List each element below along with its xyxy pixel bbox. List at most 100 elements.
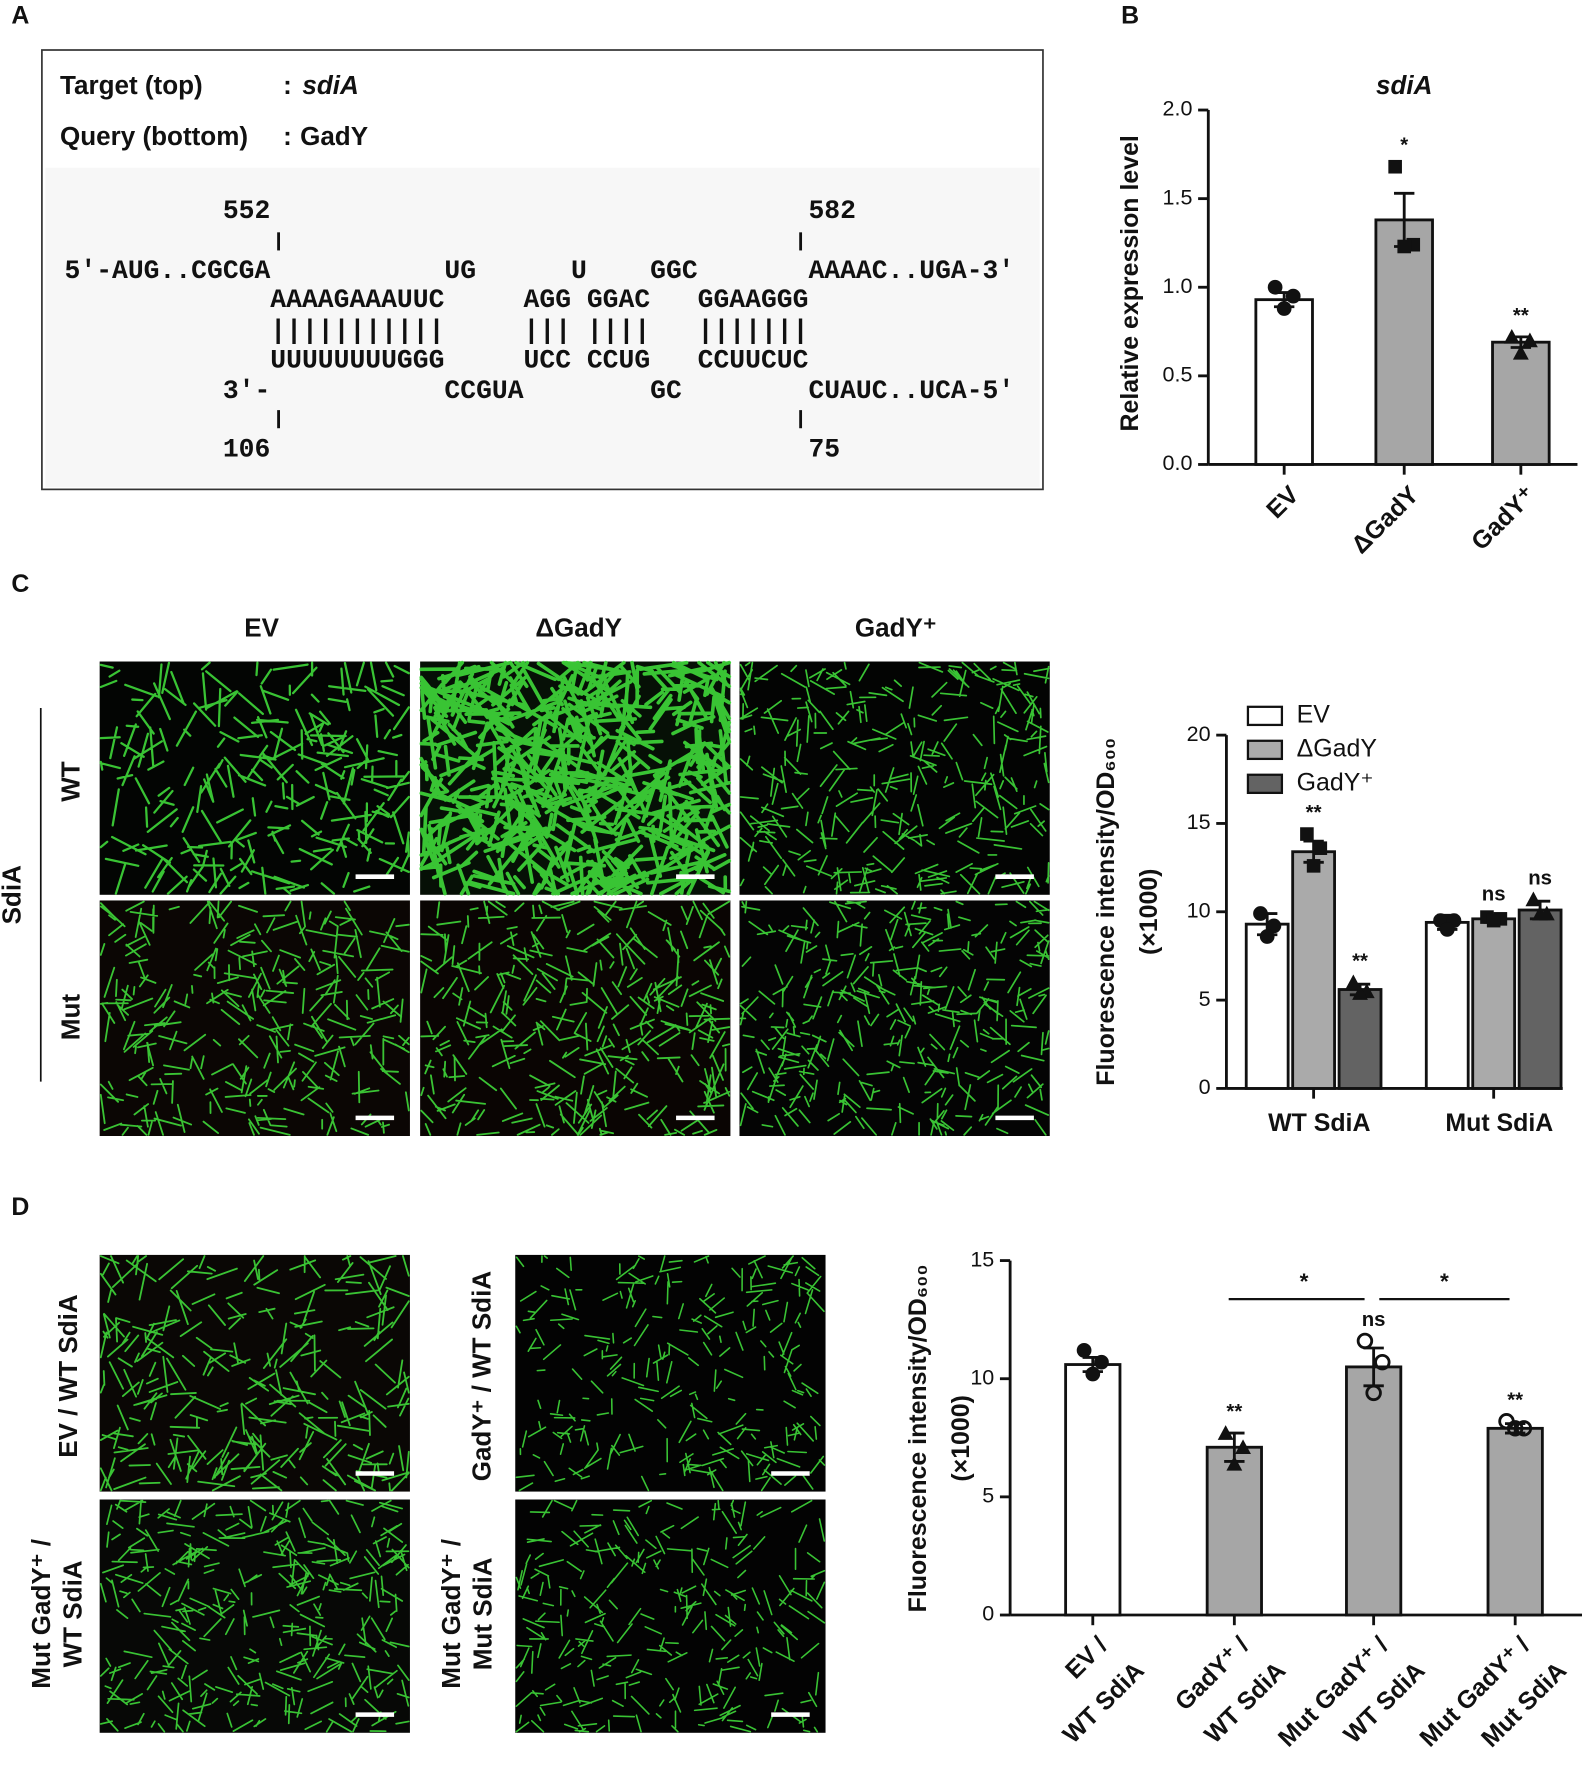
data-point — [1276, 301, 1292, 316]
data-point — [1235, 1439, 1251, 1455]
target-name: sdiA — [302, 70, 358, 100]
significance: ** — [1507, 1389, 1523, 1411]
alignment-box — [41, 49, 1044, 491]
y-tick-label: 0.0 — [1163, 451, 1193, 475]
fibers — [99, 1255, 410, 1492]
data-point — [1374, 1353, 1391, 1371]
y-tick-label: 5 — [982, 1484, 994, 1508]
panel-label: B — [1121, 2, 1139, 30]
legend-label: ΔGadY — [1297, 734, 1378, 762]
data-point — [1365, 1384, 1382, 1402]
comparison-label: * — [1300, 1269, 1309, 1294]
data-point — [1486, 913, 1501, 928]
y-axis-label: (×1000) — [1135, 869, 1163, 956]
significance: ** — [1513, 305, 1529, 327]
data-point — [1525, 891, 1542, 907]
y-axis-label: Fluorescence intensity/OD₆₀₀ — [1092, 738, 1120, 1086]
image-label: Mut GadY⁺ / — [436, 1539, 466, 1689]
fibers — [739, 661, 1050, 895]
data-point — [1512, 344, 1529, 360]
bar — [1064, 1363, 1122, 1617]
micrograph — [99, 661, 410, 895]
data-point — [1313, 841, 1328, 855]
data-point — [1439, 922, 1455, 937]
data-point — [1300, 827, 1314, 841]
bar — [1244, 922, 1290, 1090]
y-axis-label: (×1000) — [947, 1395, 975, 1482]
row-label: Mut — [55, 994, 85, 1041]
y-tick-label: 10 — [970, 1365, 994, 1389]
legend-label: EV — [1297, 700, 1331, 728]
data-point — [1267, 279, 1283, 295]
y-axis-label: Relative expression level — [1116, 135, 1144, 431]
data-point — [1094, 1354, 1109, 1370]
alignment-background — [45, 167, 1040, 488]
image-label: Mut GadY⁺ / — [26, 1539, 56, 1689]
significance: ns — [1482, 883, 1506, 905]
data-point — [1388, 159, 1402, 174]
y-axis-label: Fluorescence intensity/OD₆₀₀ — [904, 1264, 932, 1612]
y-tick-label: 0 — [1199, 1075, 1211, 1099]
x-tick-label: Mut SdiA — [1445, 1109, 1553, 1137]
data-point — [1266, 918, 1282, 934]
fibers — [515, 1499, 826, 1733]
bar — [1291, 850, 1336, 1090]
fibers — [99, 1499, 410, 1733]
data-point — [1356, 1332, 1374, 1350]
data-point — [1506, 1420, 1524, 1437]
micrograph — [515, 1254, 826, 1492]
panel-label: A — [11, 2, 29, 30]
bar — [1471, 917, 1517, 1090]
data-point — [1259, 929, 1275, 944]
data-point — [1076, 1343, 1092, 1358]
significance: ns — [1528, 867, 1552, 889]
column-label: GadY⁺ — [855, 613, 937, 643]
y-tick-label: 10 — [1187, 898, 1211, 922]
bar — [1345, 1365, 1403, 1617]
data-point — [1515, 1420, 1533, 1437]
micrograph — [515, 1499, 826, 1733]
data-point — [1285, 288, 1301, 304]
significance: ** — [1352, 950, 1368, 972]
significance: ** — [1226, 1401, 1242, 1423]
alignment-row: UUUUUUUUGGG UCC CCUG CCUUCUC — [65, 345, 809, 375]
legend-label: GadY⁺ — [1297, 768, 1374, 796]
legend-swatch — [1246, 739, 1284, 761]
alignment-row: ||||||||||| ||| |||| ||||||| — [65, 316, 809, 346]
alignment-row: AAAAGAAAUUC AGG GGAC GGAAGGG — [65, 285, 809, 315]
bar — [1491, 340, 1551, 466]
y-tick-label: 5 — [1199, 987, 1211, 1011]
alignment-row: 5'-AUG..CGCGA UG U GGC AAAAC..UGA-3' — [65, 256, 1015, 286]
data-point — [1226, 1455, 1243, 1471]
position-numbers: 552 582 — [65, 196, 856, 226]
y-tick-label: 0 — [982, 1602, 994, 1626]
panel-label: D — [11, 1193, 29, 1221]
y-tick-label: 1.0 — [1163, 274, 1193, 298]
data-point — [1253, 906, 1268, 921]
chart-title: sdiA — [1376, 70, 1432, 100]
separator: : — [283, 70, 292, 100]
bar — [1424, 920, 1470, 1090]
group-label: SdiA — [0, 865, 26, 924]
image-label: EV / WT SdiA — [53, 1294, 83, 1458]
data-point — [1352, 985, 1368, 1000]
query-label: Query (bottom) — [60, 121, 248, 151]
fibers — [739, 900, 1050, 1136]
x-tick-label: GadY⁺ — [1466, 481, 1541, 556]
micrograph — [420, 900, 731, 1137]
x-tick-label: WT SdiA — [1268, 1109, 1370, 1137]
bar — [1205, 1445, 1263, 1617]
position-ticks — [277, 232, 803, 429]
legend-swatch — [1246, 773, 1284, 795]
position-numbers: 106 75 — [65, 435, 841, 465]
image-label: WT SdiA — [58, 1560, 88, 1667]
y-tick-label: 1.5 — [1163, 185, 1193, 209]
data-point — [1503, 328, 1520, 344]
target-label: Target (top) — [60, 70, 203, 100]
data-point — [1345, 974, 1362, 990]
micrograph — [739, 900, 1050, 1137]
y-tick-label: 15 — [1187, 810, 1211, 834]
bar — [1337, 988, 1383, 1090]
panel-label: C — [11, 570, 29, 598]
